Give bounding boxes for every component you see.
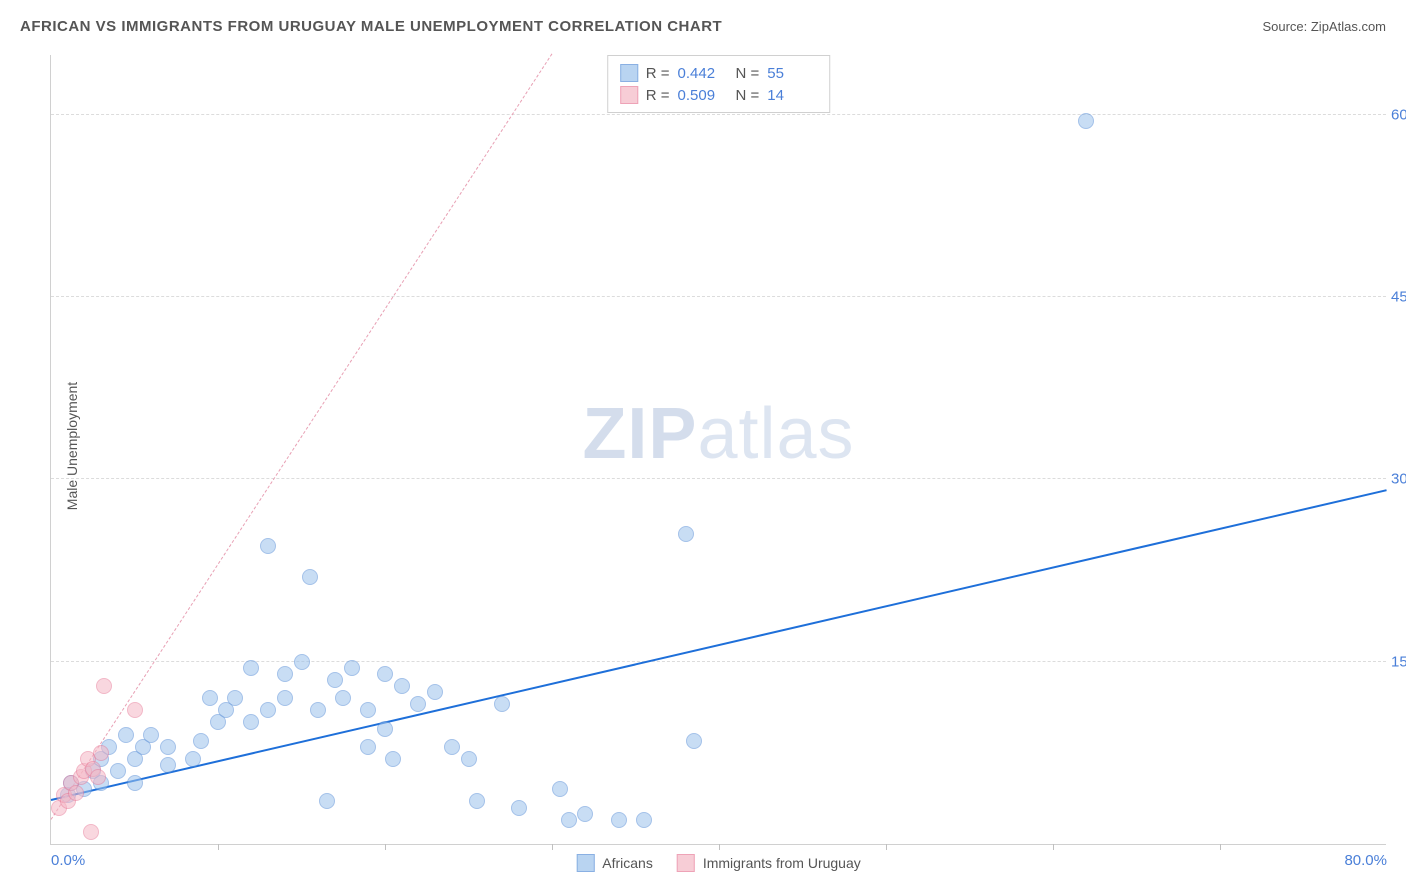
gridline: [51, 296, 1386, 297]
watermark: ZIPatlas: [582, 393, 854, 475]
data-point: [68, 785, 84, 801]
x-tick-mark: [552, 844, 553, 850]
data-point: [319, 793, 335, 809]
data-point: [360, 702, 376, 718]
source-label: Source: ZipAtlas.com: [1262, 19, 1386, 34]
x-tick-mark: [719, 844, 720, 850]
data-point: [377, 666, 393, 682]
legend-swatch: [620, 86, 638, 104]
data-point: [335, 690, 351, 706]
y-tick-label: 45.0%: [1391, 289, 1406, 306]
data-point: [494, 696, 510, 712]
data-point: [110, 763, 126, 779]
x-tick-mark: [886, 844, 887, 850]
data-point: [90, 769, 106, 785]
data-point: [93, 745, 109, 761]
data-point: [260, 702, 276, 718]
y-tick-label: 15.0%: [1391, 653, 1406, 670]
data-point: [552, 781, 568, 797]
legend-row: R = 0.509 N = 14: [620, 84, 818, 106]
y-tick-label: 30.0%: [1391, 471, 1406, 488]
data-point: [636, 812, 652, 828]
legend-swatch: [620, 64, 638, 82]
data-point: [561, 812, 577, 828]
trend-line: [51, 53, 553, 819]
data-point: [511, 800, 527, 816]
data-point: [327, 672, 343, 688]
x-tick-label: 0.0%: [51, 852, 85, 869]
data-point: [302, 569, 318, 585]
data-point: [96, 678, 112, 694]
legend-item: Immigrants from Uruguay: [677, 854, 861, 872]
data-point: [686, 733, 702, 749]
series-legend: Africans Immigrants from Uruguay: [576, 854, 861, 872]
x-tick-label: 80.0%: [1344, 852, 1387, 869]
legend-n-label: N =: [736, 87, 760, 104]
data-point: [294, 654, 310, 670]
x-tick-mark: [1053, 844, 1054, 850]
data-point: [461, 751, 477, 767]
legend-r-value: 0.509: [678, 87, 728, 104]
trend-line: [51, 490, 1387, 802]
legend-r-label: R =: [646, 65, 670, 82]
data-point: [611, 812, 627, 828]
data-point: [377, 721, 393, 737]
data-point: [243, 660, 259, 676]
data-point: [227, 690, 243, 706]
legend-label: Africans: [602, 855, 653, 871]
legend-label: Immigrants from Uruguay: [703, 855, 861, 871]
legend-swatch: [677, 854, 695, 872]
legend-r-value: 0.442: [678, 65, 728, 82]
data-point: [83, 824, 99, 840]
data-point: [160, 757, 176, 773]
data-point: [1078, 113, 1094, 129]
y-tick-label: 60.0%: [1391, 106, 1406, 123]
data-point: [678, 526, 694, 542]
correlation-legend: R = 0.442 N = 55 R = 0.509 N = 14: [607, 55, 831, 113]
data-point: [385, 751, 401, 767]
data-point: [410, 696, 426, 712]
data-point: [344, 660, 360, 676]
plot-area: ZIPatlas R =0.442N =55R =0.509N =14 Afri…: [50, 55, 1386, 845]
data-point: [394, 678, 410, 694]
data-point: [277, 690, 293, 706]
data-point: [469, 793, 485, 809]
data-point: [118, 727, 134, 743]
data-point: [444, 739, 460, 755]
data-point: [160, 739, 176, 755]
legend-swatch: [576, 854, 594, 872]
data-point: [310, 702, 326, 718]
data-point: [277, 666, 293, 682]
data-point: [427, 684, 443, 700]
data-point: [243, 714, 259, 730]
data-point: [127, 775, 143, 791]
data-point: [127, 702, 143, 718]
data-point: [185, 751, 201, 767]
data-point: [360, 739, 376, 755]
data-point: [577, 806, 593, 822]
legend-r-label: R =: [646, 87, 670, 104]
legend-n-label: N =: [736, 65, 760, 82]
legend-n-value: 55: [767, 65, 817, 82]
legend-item: Africans: [576, 854, 653, 872]
x-tick-mark: [385, 844, 386, 850]
x-tick-mark: [218, 844, 219, 850]
chart-title: AFRICAN VS IMMIGRANTS FROM URUGUAY MALE …: [20, 18, 722, 35]
legend-n-value: 14: [767, 87, 817, 104]
x-tick-mark: [1220, 844, 1221, 850]
gridline: [51, 478, 1386, 479]
legend-row: R = 0.442 N = 55: [620, 62, 818, 84]
data-point: [260, 538, 276, 554]
data-point: [143, 727, 159, 743]
data-point: [202, 690, 218, 706]
gridline: [51, 114, 1386, 115]
data-point: [193, 733, 209, 749]
